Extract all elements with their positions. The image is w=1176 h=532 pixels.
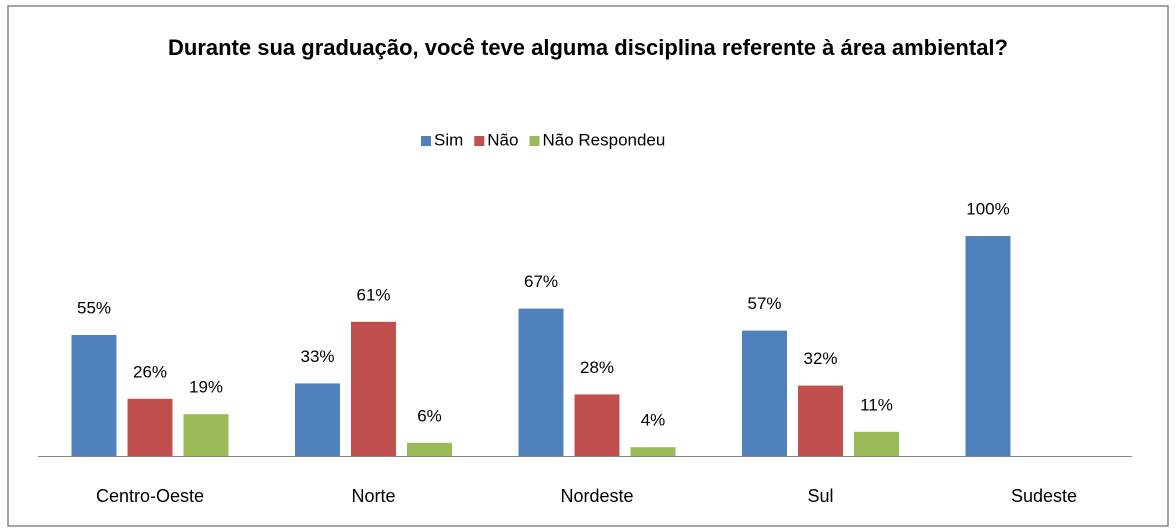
bar: [351, 321, 396, 456]
data-label: 61%: [356, 285, 390, 304]
x-tick-label: Nordeste: [560, 486, 633, 506]
data-label: 6%: [417, 406, 442, 425]
bar: [407, 442, 452, 456]
data-label: 67%: [524, 272, 558, 291]
data-label: 55%: [77, 298, 111, 317]
bar: [71, 335, 117, 456]
bar: [965, 236, 1011, 456]
legend-swatch: [474, 136, 485, 146]
bar: [127, 398, 173, 456]
x-tick-label: Sudeste: [1011, 486, 1077, 506]
bar: [574, 394, 620, 456]
legend-swatch: [421, 136, 431, 146]
x-tick-label: Centro-Oeste: [96, 486, 204, 506]
legend-swatch: [529, 136, 540, 146]
legend-label: Sim: [434, 130, 463, 149]
bar: [518, 308, 564, 456]
legend-label: Não Respondeu: [542, 130, 665, 149]
bar: [854, 431, 899, 456]
data-label: 57%: [747, 294, 781, 313]
data-label: 19%: [189, 378, 223, 397]
data-label: 100%: [966, 199, 1009, 218]
bar: [798, 385, 843, 456]
data-label: 4%: [641, 411, 666, 430]
data-label: 26%: [133, 362, 167, 381]
chart-title: Durante sua graduação, você teve alguma …: [168, 35, 1008, 60]
bar: [183, 414, 229, 456]
data-label: 11%: [860, 395, 893, 414]
bar: [630, 447, 676, 456]
data-label: 32%: [803, 349, 837, 368]
bar: [742, 330, 787, 456]
bar: [295, 383, 340, 456]
x-tick-label: Sul: [807, 486, 833, 506]
x-tick-label: Norte: [351, 486, 395, 506]
data-label: 28%: [580, 358, 614, 377]
data-label: 33%: [300, 347, 334, 366]
legend-label: Não: [487, 130, 518, 149]
